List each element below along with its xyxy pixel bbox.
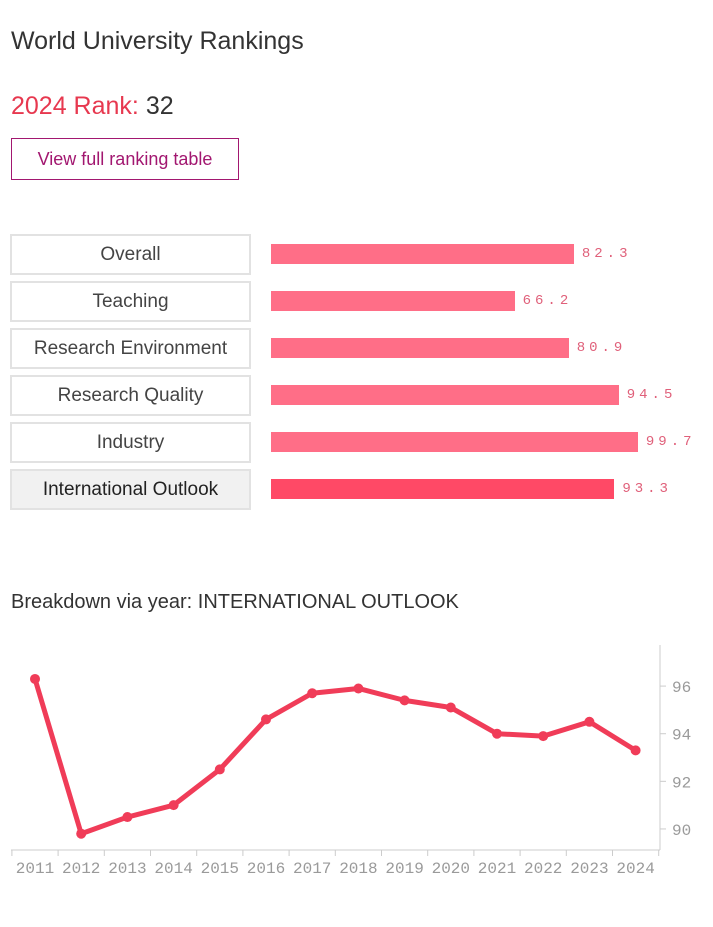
x-tick-label: 2018 xyxy=(339,860,377,878)
y-tick-label: 96 xyxy=(672,679,691,697)
pillar-tab-research-quality[interactable]: Research Quality xyxy=(10,375,251,416)
data-point xyxy=(630,745,641,756)
x-tick-label: 2012 xyxy=(62,860,100,878)
pillar-row-overall: Overall 82.3 xyxy=(10,234,710,275)
pillar-value-industry: 99.7 xyxy=(645,434,696,450)
y-tick-label: 92 xyxy=(672,774,691,792)
data-point xyxy=(214,764,225,775)
pillar-tab-international-outlook[interactable]: International Outlook xyxy=(10,469,251,510)
x-tick-label: 2017 xyxy=(293,860,331,878)
data-point xyxy=(261,714,271,725)
rank-value: 32 xyxy=(145,92,174,120)
data-point xyxy=(492,728,502,739)
pillar-value-teaching: 66.2 xyxy=(522,293,573,309)
rank-display: 2024 Rank: 32 xyxy=(11,92,174,121)
pillar-bar-industry xyxy=(271,432,638,452)
series-line xyxy=(32,676,639,837)
pillar-bar-international-outlook xyxy=(271,479,615,499)
pillar-bar-research-quality xyxy=(271,385,619,405)
pillar-bar-overall xyxy=(271,244,574,264)
data-point xyxy=(445,702,456,713)
data-point xyxy=(307,688,318,699)
x-tick-label: 2021 xyxy=(478,860,516,878)
pillar-value-research-quality: 94.5 xyxy=(626,387,677,403)
rank-label: 2024 Rank: xyxy=(11,92,139,120)
data-point xyxy=(30,673,40,684)
data-point xyxy=(399,695,410,706)
data-point xyxy=(584,716,595,727)
pillar-tab-industry[interactable]: Industry xyxy=(10,422,251,463)
pillar-row-research-environment: Research Environment 80.9 xyxy=(10,328,710,369)
x-tick-label: 2020 xyxy=(432,860,470,878)
data-point xyxy=(122,812,133,823)
x-tick-label: 2011 xyxy=(16,860,54,878)
pillar-tab-teaching[interactable]: Teaching xyxy=(10,281,251,322)
data-point xyxy=(353,683,364,694)
pillar-row-research-quality: Research Quality 94.5 xyxy=(10,375,710,416)
x-tick-label: 2013 xyxy=(108,860,146,878)
pillar-tab-overall[interactable]: Overall xyxy=(10,234,251,275)
x-tick-label: 2016 xyxy=(247,860,285,878)
pillar-row-international-outlook: International Outlook 93.3 xyxy=(10,469,710,510)
pillar-tab-research-environment[interactable]: Research Environment xyxy=(10,328,251,369)
x-tick-label: 2019 xyxy=(385,860,423,878)
y-tick-label: 94 xyxy=(672,727,691,745)
pillar-row-teaching: Teaching 66.2 xyxy=(10,281,710,322)
x-tick-label: 2014 xyxy=(154,860,192,878)
x-tick-label: 2022 xyxy=(524,860,562,878)
x-tick-label: 2015 xyxy=(201,860,239,878)
y-tick-label: 90 xyxy=(672,822,691,840)
x-tick-label: 2024 xyxy=(616,860,654,878)
pillar-bar-research-environment xyxy=(271,338,569,358)
pillar-value-overall: 82.3 xyxy=(581,246,632,262)
data-point xyxy=(168,800,179,811)
page-title: World University Rankings xyxy=(11,27,304,55)
data-point xyxy=(76,828,87,839)
pillar-value-international-outlook: 93.3 xyxy=(622,481,672,497)
pillar-row-industry: Industry 99.7 xyxy=(10,422,710,463)
breakdown-title: Breakdown via year: INTERNATIONAL OUTLOO… xyxy=(11,591,459,613)
data-point xyxy=(538,731,549,742)
pillar-scores: Overall 82.3 Teaching 66.2 Research Envi… xyxy=(10,234,710,516)
x-tick-label: 2023 xyxy=(570,860,608,878)
view-full-ranking-button[interactable]: View full ranking table xyxy=(11,138,239,180)
pillar-value-research-environment: 80.9 xyxy=(576,340,627,356)
pillar-bar-teaching xyxy=(271,291,515,311)
yearly-line-chart: 2011 2012 2013 2014 2015 2016 2017 2018 2019 2020… xyxy=(11,645,691,878)
